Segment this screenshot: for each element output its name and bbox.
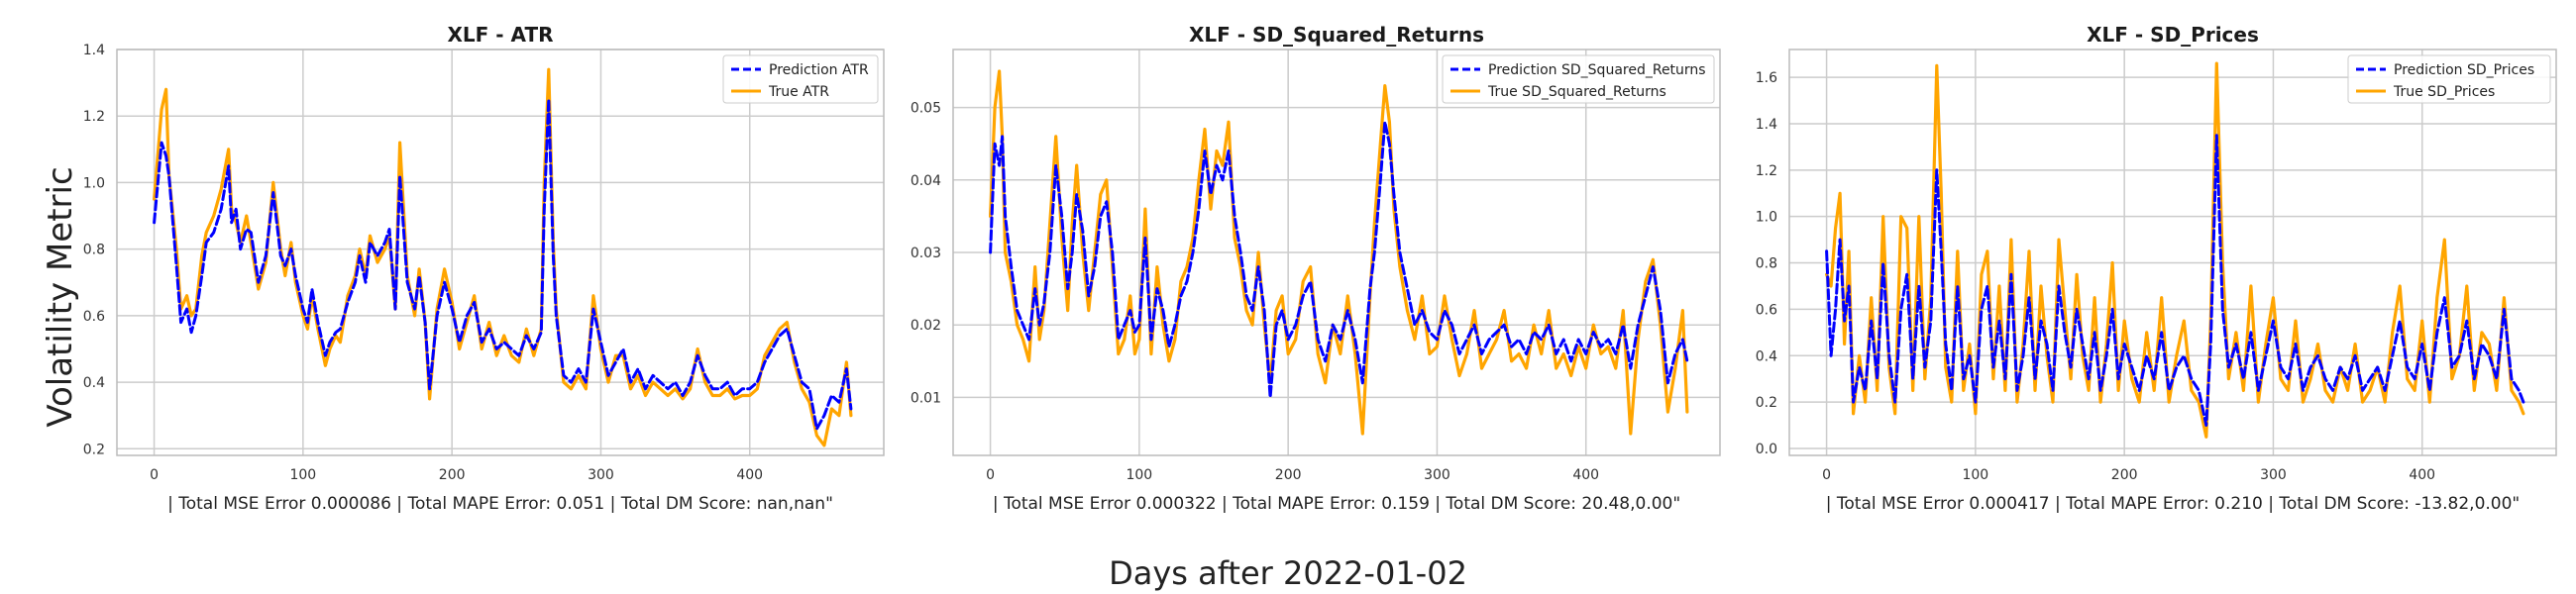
panel-atr-xticks: 0 100 200 300 400 [150, 467, 763, 483]
panel-atr-metrics: | Total MSE Error 0.000086 | Total MAPE … [167, 494, 833, 514]
legend-label-prediction: Prediction SD_Squared_Returns [1488, 62, 1706, 78]
panel-sdp-series [1824, 61, 2525, 439]
xtick-label: 200 [2111, 467, 2138, 483]
xtick-label: 300 [1424, 467, 1450, 483]
panel-sd-prices: 0.0 0.2 0.4 0.6 0.8 1.0 1.2 1.4 1.6 0 100 200 300 40… [1756, 23, 2557, 514]
ytick-label: 0.6 [1756, 302, 1777, 318]
series-line-prediction [989, 120, 1689, 399]
ytick-label: 1.4 [1756, 117, 1777, 133]
ytick-label: 0.4 [1756, 348, 1777, 364]
ytick-label: 0.8 [83, 243, 105, 258]
ytick-label: 0.04 [911, 173, 941, 189]
panel-sdsr-frame [952, 49, 1721, 456]
panel-sdp-metrics: | Total MSE Error 0.000417 | Total MAPE … [1826, 494, 2521, 514]
xtick-label: 0 [1822, 467, 1831, 483]
xtick-label: 100 [1962, 467, 1988, 483]
ytick-label: 0.02 [911, 318, 941, 334]
panel-sdp-title: XLF - SD_Prices [2087, 23, 2259, 47]
panel-atr-series [153, 67, 853, 447]
legend-label-true: True SD_Prices [2393, 84, 2495, 100]
panel-atr-title: XLF - ATR [447, 23, 553, 47]
ytick-label: 1.0 [83, 175, 105, 191]
panel-sdsr-yticks: 0.01 0.02 0.03 0.04 0.05 [911, 101, 941, 407]
xtick-label: 100 [1126, 467, 1152, 483]
panel-sdsr-series [988, 69, 1689, 436]
panel-sdp-xticks: 0 100 200 300 400 [1822, 467, 2435, 483]
panel-atr: 0.2 0.4 0.6 0.8 1.0 1.2 1.4 0 100 200 300 400 XLF … [83, 23, 885, 514]
legend-label-prediction: Prediction ATR [769, 62, 869, 78]
xtick-label: 300 [588, 467, 614, 483]
legend-box [2347, 54, 2551, 104]
ytick-label: 0.05 [911, 101, 941, 117]
ytick-label: 0.01 [911, 390, 941, 406]
xtick-label: 200 [439, 467, 466, 483]
xtick-label: 300 [2260, 467, 2287, 483]
panel-sdp-yticks: 0.0 0.2 0.4 0.6 0.8 1.0 1.2 1.4 1.6 [1756, 70, 1777, 457]
figure-xlabel: Days after 2022-01-02 [1109, 554, 1467, 592]
panel-atr-yticks: 0.2 0.4 0.6 0.8 1.0 1.2 1.4 [83, 43, 105, 457]
xtick-label: 200 [1275, 467, 1302, 483]
legend-label-prediction: Prediction SD_Prices [2394, 62, 2534, 78]
series-line-prediction [153, 97, 853, 431]
figure-ylabel: Volatility Metric [41, 166, 80, 427]
ytick-label: 0.03 [911, 246, 941, 261]
panel-atr-legend: Prediction ATR True ATR [722, 54, 879, 104]
xtick-label: 400 [2409, 467, 2435, 483]
legend-label-true: True ATR [768, 84, 829, 100]
ytick-label: 0.2 [1756, 395, 1777, 411]
xtick-label: 0 [986, 467, 995, 483]
panel-sdp-legend: Prediction SD_Prices True SD_Prices [2347, 54, 2551, 104]
panel-sdsr-grid [953, 50, 1720, 455]
xtick-label: 100 [289, 467, 316, 483]
series-line-prediction [1825, 134, 2525, 427]
panel-sdsr-metrics: | Total MSE Error 0.000322 | Total MAPE … [993, 494, 1680, 514]
ytick-label: 0.6 [83, 309, 105, 325]
panel-atr-frame [116, 49, 885, 456]
ytick-label: 1.0 [1756, 210, 1777, 226]
ytick-label: 0.0 [1756, 442, 1777, 457]
panel-atr-grid [117, 49, 884, 455]
ytick-label: 0.2 [83, 442, 105, 457]
panel-sdsr-xticks: 0 100 200 300 400 [986, 467, 1599, 483]
panel-sd-squared-returns: 0.01 0.02 0.03 0.04 0.05 0 100 200 300 400 XLF -… [911, 23, 1721, 514]
ytick-label: 0.8 [1756, 256, 1777, 272]
panel-sdp-frame [1788, 49, 2557, 456]
ytick-label: 0.4 [83, 375, 105, 391]
legend-box [1442, 54, 1715, 104]
xtick-label: 400 [736, 467, 763, 483]
ytick-label: 1.4 [83, 43, 105, 58]
legend-label-true: True SD_Squared_Returns [1487, 84, 1666, 100]
xtick-label: 400 [1572, 467, 1599, 483]
panel-sdsr-title: XLF - SD_Squared_Returns [1189, 23, 1484, 47]
xtick-label: 0 [150, 467, 159, 483]
ytick-label: 1.6 [1756, 70, 1777, 86]
ytick-label: 1.2 [1756, 163, 1777, 179]
ytick-label: 1.2 [83, 109, 105, 125]
panel-sdsr-legend: Prediction SD_Squared_Returns True SD_Sq… [1442, 54, 1715, 104]
legend-box [722, 54, 879, 104]
